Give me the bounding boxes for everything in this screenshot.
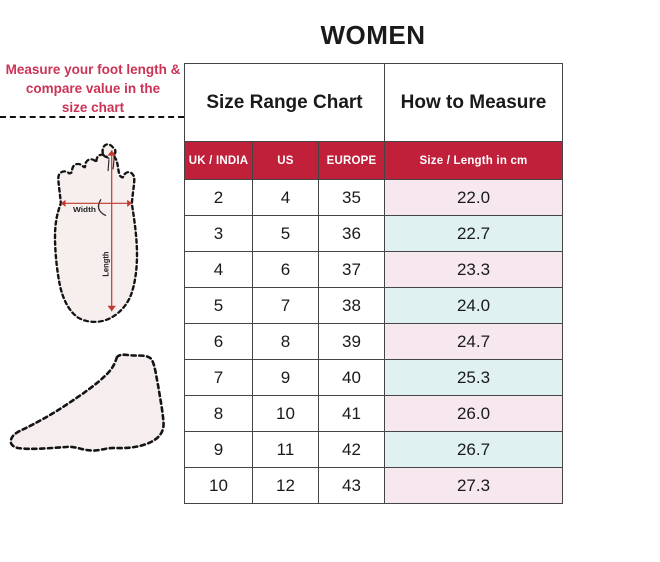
svg-text:Width: Width (73, 205, 96, 214)
svg-text:Length: Length (101, 251, 110, 276)
